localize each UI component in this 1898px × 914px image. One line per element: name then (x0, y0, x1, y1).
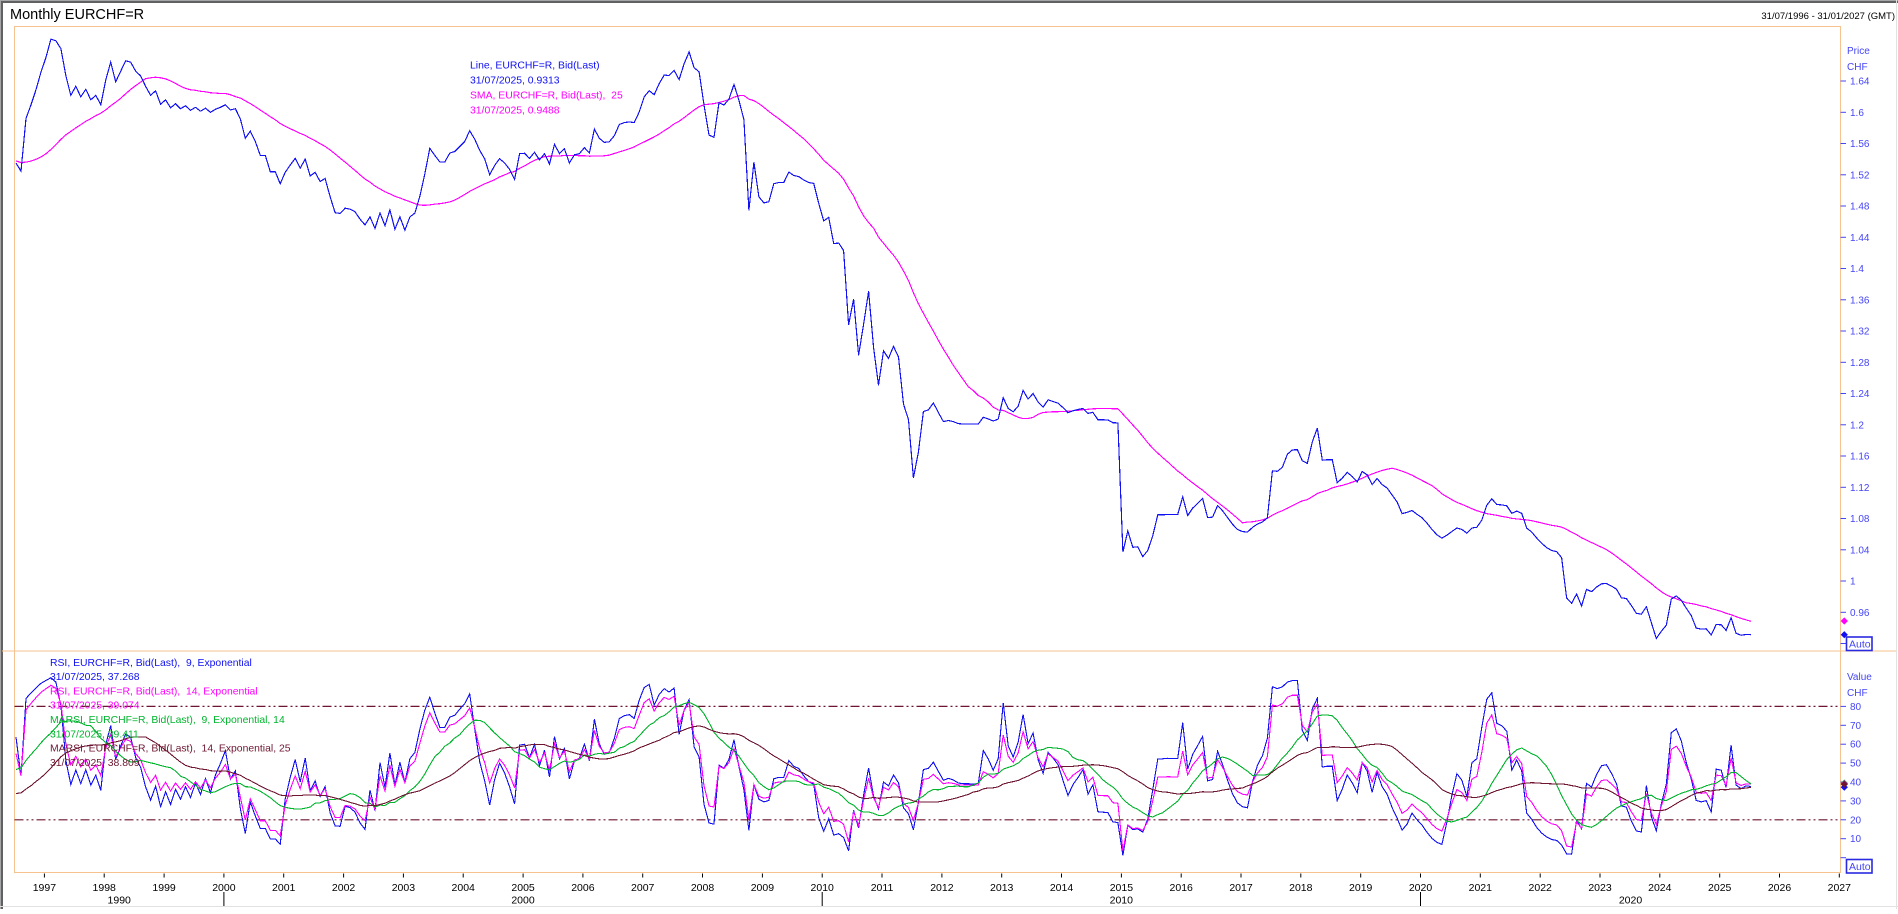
svg-text:CHF: CHF (1847, 688, 1868, 699)
svg-text:RSI, EURCHF=R, Bid(Last), 9,: RSI, EURCHF=R, Bid(Last), 9, Exponential (50, 658, 252, 669)
svg-text:2006: 2006 (571, 882, 595, 894)
svg-text:2012: 2012 (930, 882, 954, 894)
svg-text:1.28: 1.28 (1850, 358, 1870, 369)
svg-text:1990: 1990 (108, 895, 132, 907)
svg-text:31/07/2025, 38.809: 31/07/2025, 38.809 (50, 758, 140, 769)
svg-text:CHF: CHF (1847, 62, 1868, 73)
svg-text:2008: 2008 (691, 882, 715, 894)
svg-text:2018: 2018 (1289, 882, 1313, 894)
svg-text:1.2: 1.2 (1850, 420, 1864, 431)
svg-text:2019: 2019 (1349, 882, 1373, 894)
svg-text:Price: Price (1847, 46, 1870, 57)
svg-text:2025: 2025 (1708, 882, 1732, 894)
svg-text:2022: 2022 (1529, 882, 1553, 894)
svg-text:1.12: 1.12 (1850, 483, 1870, 494)
svg-text:1.56: 1.56 (1850, 139, 1870, 150)
svg-text:2016: 2016 (1170, 882, 1194, 894)
svg-text:1.08: 1.08 (1850, 514, 1870, 525)
svg-text:1.36: 1.36 (1850, 295, 1870, 306)
svg-text:2013: 2013 (990, 882, 1014, 894)
svg-text:Monthly EURCHF=R: Monthly EURCHF=R (10, 7, 144, 23)
svg-text:31/07/1996 - 31/01/2027 (GMT): 31/07/1996 - 31/01/2027 (GMT) (1761, 11, 1895, 22)
svg-text:30: 30 (1850, 796, 1862, 807)
svg-text:80: 80 (1850, 702, 1862, 713)
svg-text:2003: 2003 (392, 882, 416, 894)
svg-text:2015: 2015 (1110, 882, 1134, 894)
svg-text:2020: 2020 (1409, 882, 1433, 894)
svg-text:2023: 2023 (1588, 882, 1612, 894)
svg-text:RSI, EURCHF=R, Bid(Last), 14,: RSI, EURCHF=R, Bid(Last), 14, Exponentia… (50, 686, 258, 697)
svg-text:2010: 2010 (1110, 895, 1134, 907)
svg-text:1.44: 1.44 (1850, 233, 1870, 244)
svg-text:1.64: 1.64 (1850, 77, 1870, 88)
svg-text:MARSI, EURCHF=R, Bid(Last), 1: MARSI, EURCHF=R, Bid(Last), 14, Exponent… (50, 744, 291, 755)
svg-text:31/07/2025, 37.268: 31/07/2025, 37.268 (50, 672, 140, 683)
svg-text:2001: 2001 (272, 882, 296, 894)
svg-text:2020: 2020 (1619, 895, 1643, 907)
svg-text:1.4: 1.4 (1850, 264, 1864, 275)
svg-text:1999: 1999 (152, 882, 176, 894)
svg-text:2007: 2007 (631, 882, 655, 894)
svg-text:2002: 2002 (332, 882, 356, 894)
svg-text:Value: Value (1847, 672, 1872, 683)
svg-text:2011: 2011 (871, 882, 894, 894)
svg-text:2027: 2027 (1828, 882, 1852, 894)
svg-text:2014: 2014 (1050, 882, 1074, 894)
svg-text:2009: 2009 (751, 882, 775, 894)
svg-text:MARSI, EURCHF=R, Bid(Last), 9: MARSI, EURCHF=R, Bid(Last), 9, Exponenti… (50, 715, 285, 726)
svg-text:Auto: Auto (1849, 861, 1871, 873)
svg-text:1.6: 1.6 (1850, 108, 1864, 119)
svg-text:Auto: Auto (1849, 639, 1871, 651)
svg-text:40: 40 (1850, 778, 1862, 789)
svg-text:2026: 2026 (1768, 882, 1792, 894)
svg-text:0.96: 0.96 (1850, 608, 1870, 619)
svg-text:SMA, EURCHF=R, Bid(Last), 25: SMA, EURCHF=R, Bid(Last), 25 (470, 91, 623, 102)
svg-text:10: 10 (1850, 834, 1862, 845)
svg-text:1.32: 1.32 (1850, 327, 1870, 338)
svg-text:50: 50 (1850, 759, 1862, 770)
svg-text:20: 20 (1850, 815, 1862, 826)
svg-text:2005: 2005 (511, 882, 535, 894)
svg-text:2004: 2004 (452, 882, 476, 894)
svg-text:2024: 2024 (1648, 882, 1672, 894)
svg-text:Line, EURCHF=R, Bid(Last): Line, EURCHF=R, Bid(Last) (470, 61, 600, 72)
svg-text:70: 70 (1850, 721, 1862, 732)
svg-text:1.04: 1.04 (1850, 545, 1870, 556)
svg-text:2017: 2017 (1229, 882, 1253, 894)
svg-text:1.48: 1.48 (1850, 202, 1870, 213)
svg-text:1997: 1997 (33, 882, 57, 894)
svg-text:2000: 2000 (511, 895, 535, 907)
svg-text:2021: 2021 (1469, 882, 1493, 894)
svg-text:1.16: 1.16 (1850, 452, 1870, 463)
svg-text:60: 60 (1850, 740, 1862, 751)
svg-text:31/07/2025, 39.074: 31/07/2025, 39.074 (50, 701, 140, 712)
svg-text:1998: 1998 (93, 882, 117, 894)
svg-text:1.52: 1.52 (1850, 170, 1870, 181)
svg-text:1.24: 1.24 (1850, 389, 1870, 400)
svg-text:2000: 2000 (212, 882, 236, 894)
svg-text:31/07/2025, 0.9488: 31/07/2025, 0.9488 (470, 106, 560, 117)
svg-text:31/07/2025, 39.411: 31/07/2025, 39.411 (50, 729, 139, 740)
svg-text:2010: 2010 (811, 882, 835, 894)
svg-text:31/07/2025, 0.9313: 31/07/2025, 0.9313 (470, 76, 560, 87)
svg-text:1: 1 (1850, 577, 1856, 588)
